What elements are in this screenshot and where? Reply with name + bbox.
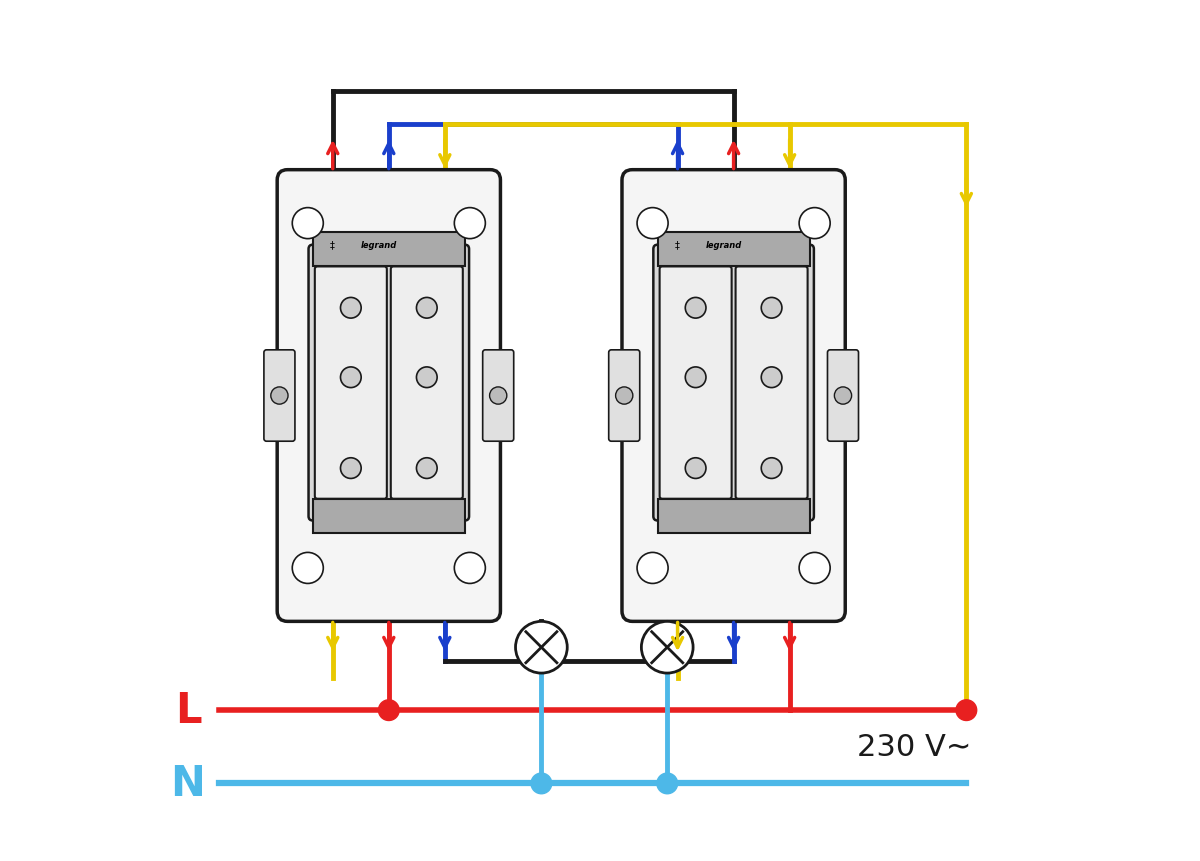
Circle shape bbox=[293, 553, 323, 584]
Circle shape bbox=[416, 298, 437, 319]
FancyBboxPatch shape bbox=[482, 350, 514, 442]
Circle shape bbox=[416, 368, 437, 388]
Circle shape bbox=[293, 208, 323, 239]
Circle shape bbox=[455, 208, 485, 239]
Circle shape bbox=[799, 553, 830, 584]
Circle shape bbox=[761, 368, 782, 388]
Bar bbox=[658, 232, 810, 267]
Text: ‡: ‡ bbox=[674, 240, 679, 251]
Circle shape bbox=[378, 700, 400, 721]
FancyBboxPatch shape bbox=[736, 267, 808, 499]
Circle shape bbox=[637, 553, 668, 584]
Text: legrand: legrand bbox=[706, 241, 742, 250]
Circle shape bbox=[416, 458, 437, 479]
FancyBboxPatch shape bbox=[608, 350, 640, 442]
Circle shape bbox=[956, 700, 977, 721]
FancyBboxPatch shape bbox=[660, 267, 732, 499]
Circle shape bbox=[341, 298, 361, 319]
Text: N: N bbox=[170, 763, 205, 804]
Bar bbox=[313, 499, 464, 534]
Circle shape bbox=[685, 298, 706, 319]
Circle shape bbox=[761, 458, 782, 479]
Bar bbox=[313, 232, 464, 267]
Circle shape bbox=[641, 622, 694, 673]
FancyBboxPatch shape bbox=[314, 267, 386, 499]
Circle shape bbox=[516, 622, 568, 673]
Circle shape bbox=[616, 387, 632, 405]
Circle shape bbox=[685, 368, 706, 388]
Text: 230 V∼: 230 V∼ bbox=[858, 733, 972, 761]
FancyBboxPatch shape bbox=[308, 245, 469, 521]
Circle shape bbox=[637, 208, 668, 239]
Circle shape bbox=[341, 368, 361, 388]
FancyBboxPatch shape bbox=[622, 170, 845, 622]
Circle shape bbox=[761, 298, 782, 319]
Circle shape bbox=[532, 773, 552, 794]
Circle shape bbox=[685, 458, 706, 479]
FancyBboxPatch shape bbox=[391, 267, 463, 499]
Circle shape bbox=[656, 773, 678, 794]
Circle shape bbox=[490, 387, 506, 405]
FancyBboxPatch shape bbox=[264, 350, 295, 442]
Bar bbox=[658, 499, 810, 534]
FancyBboxPatch shape bbox=[828, 350, 858, 442]
Circle shape bbox=[341, 458, 361, 479]
Circle shape bbox=[799, 208, 830, 239]
Circle shape bbox=[834, 387, 852, 405]
Text: ‡: ‡ bbox=[330, 240, 335, 251]
Text: legrand: legrand bbox=[360, 241, 397, 250]
Circle shape bbox=[271, 387, 288, 405]
Circle shape bbox=[455, 553, 485, 584]
FancyBboxPatch shape bbox=[653, 245, 814, 521]
Text: L: L bbox=[175, 690, 202, 731]
FancyBboxPatch shape bbox=[277, 170, 500, 622]
